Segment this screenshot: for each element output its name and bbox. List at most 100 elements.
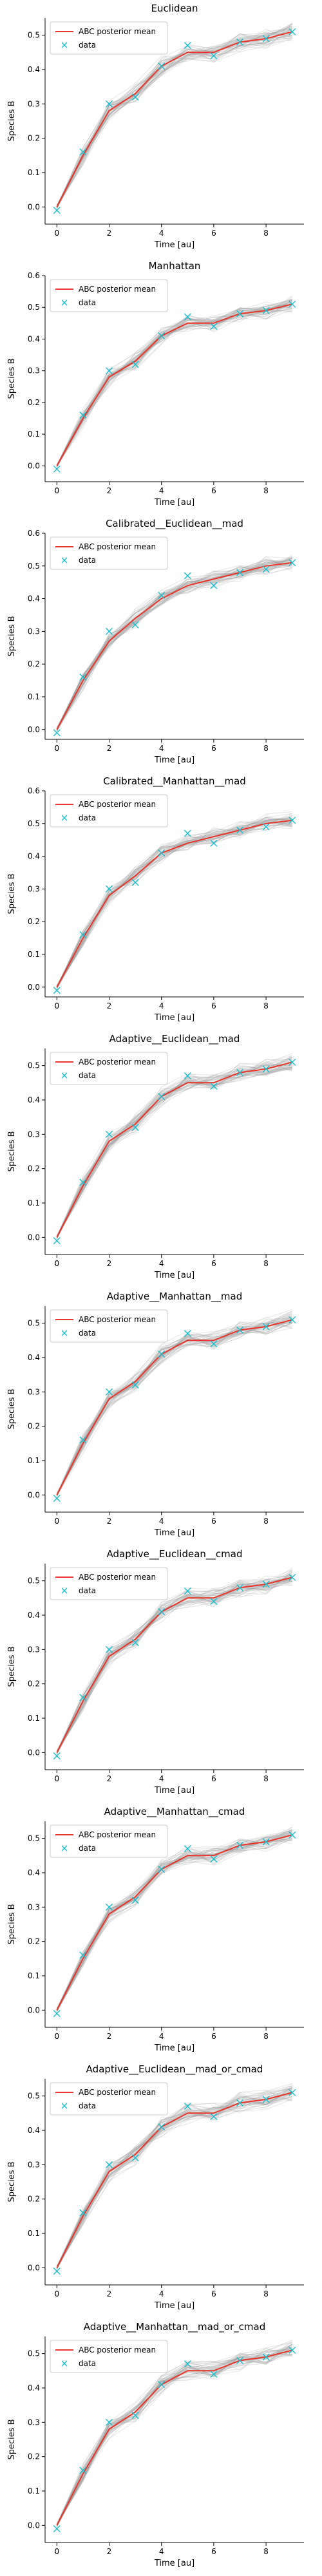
data-point-marker — [289, 2088, 296, 2096]
posterior-sample-trajectory — [56, 2089, 292, 2269]
posterior-sample-trajectory — [56, 1833, 292, 2009]
data-point-marker — [158, 849, 166, 857]
y-tick-label: 0.0 — [28, 1233, 40, 1242]
legend-label-mean: ABC posterior mean — [79, 542, 156, 551]
data-point-marker — [79, 1436, 87, 1444]
y-tick-label: 0.5 — [28, 2092, 40, 2101]
posterior-sample-trajectory — [56, 1832, 292, 2009]
data-point-marker — [262, 1838, 270, 1846]
data-point-marker — [289, 1573, 296, 1581]
posterior-sample-trajectory — [56, 36, 292, 207]
data-point-marker — [53, 2268, 61, 2275]
x-tick-label: 2 — [107, 1517, 112, 1526]
y-tick-label: 0.0 — [28, 202, 40, 211]
legend-label-mean: ABC posterior mean — [79, 2088, 156, 2097]
posterior-sample-trajectory — [56, 1828, 292, 2010]
x-tick-label: 6 — [211, 744, 216, 753]
posterior-sample-trajectory — [56, 29, 292, 207]
data-point-marker — [131, 2412, 139, 2420]
x-tick-label: 6 — [211, 1774, 216, 1783]
posterior-sample-trajectory — [56, 35, 292, 207]
legend-label-data: data — [79, 1844, 96, 1853]
posterior-sample-trajectory — [56, 31, 292, 207]
y-axis-label: Species B — [7, 2419, 17, 2459]
posterior-sample-trajectory — [56, 2353, 292, 2524]
posterior-sample-trajectory — [56, 1315, 292, 1495]
data-point-marker — [289, 817, 296, 824]
chart-legend: ABC posterior mean data — [50, 21, 168, 55]
y-tick-label: 0.2 — [28, 917, 40, 926]
posterior-sample-trajectory — [56, 559, 292, 730]
x-tick-label: 2 — [107, 1259, 112, 1268]
data-point-marker — [131, 1639, 139, 1647]
data-point-marker — [184, 1072, 191, 1080]
posterior-sample-trajectory — [56, 1060, 292, 1236]
x-tick-label: 8 — [263, 1517, 269, 1526]
posterior-sample-trajectory — [56, 1827, 292, 2010]
y-tick-label: 0.3 — [28, 1387, 40, 1396]
posterior-sample-trajectory — [56, 31, 292, 206]
data-point-marker — [210, 2371, 218, 2378]
posterior-sample-trajectory — [56, 1060, 292, 1237]
y-tick-label: 0.3 — [28, 2160, 40, 2169]
data-point-marker — [53, 2010, 61, 2018]
posterior-sample-trajectory — [56, 1832, 292, 2012]
y-tick-label: 0.5 — [28, 562, 40, 571]
posterior-sample-trajectory — [56, 1327, 292, 1495]
y-tick-label: 0.2 — [28, 134, 40, 143]
posterior-sample-trajectory — [56, 1835, 292, 2011]
legend-label-mean: ABC posterior mean — [79, 1315, 156, 1324]
posterior-sample-trajectory — [56, 307, 292, 468]
data-point-marker — [53, 2525, 61, 2533]
y-tick-label: 0.0 — [28, 983, 40, 992]
posterior-sample-trajectory — [56, 2349, 292, 2525]
y-tick-label: 0.1 — [28, 1456, 40, 1465]
posterior-sample-trajectory — [56, 556, 292, 732]
data-point-marker — [131, 1124, 139, 1132]
posterior-sample-trajectory — [56, 1318, 292, 1497]
data-point-marker — [131, 1897, 139, 1904]
posterior-sample-trajectory — [56, 815, 292, 987]
y-tick-label: 0.1 — [28, 1714, 40, 1723]
data-point-marker — [158, 2381, 166, 2389]
x-tick-label: 8 — [263, 1001, 269, 1010]
data-point-marker — [210, 582, 218, 589]
y-tick-label: 0.4 — [28, 1095, 40, 1104]
data-point-marker — [184, 572, 191, 580]
data-point-marker — [262, 2353, 270, 2361]
posterior-sample-trajectory — [56, 560, 292, 728]
data-point-marker — [105, 1130, 113, 1138]
x-tick-label: 2 — [107, 2289, 112, 2298]
legend-marker-swatch — [61, 1587, 68, 1594]
y-axis-label: Species B — [7, 1388, 17, 1429]
chart-panel: Adaptive__Euclidean__mad_or_cmad 0 2 4 6 8 0.0… — [7, 2063, 304, 2311]
posterior-sample-trajectory — [56, 2349, 292, 2526]
chart-panel: Manhattan 0 2 4 6 8 0.0 0.1 0.2 0.3 0.4 0.5 0.6 Time … — [7, 260, 304, 507]
posterior-sample-trajectory — [56, 557, 292, 730]
posterior-sample-trajectory — [56, 36, 292, 208]
posterior-sample-trajectory — [56, 1323, 292, 1495]
posterior-sample-trajectory — [56, 1055, 292, 1236]
y-axis-label: Species B — [7, 1904, 17, 1944]
legend-label-mean: ABC posterior mean — [79, 2345, 156, 2354]
posterior-sample-trajectory — [56, 299, 292, 467]
y-tick-label: 0.0 — [28, 2005, 40, 2014]
data-point-marker — [236, 569, 244, 576]
chart-legend: ABC posterior mean data — [50, 1824, 168, 1858]
y-axis-label: Species B — [7, 2161, 17, 2202]
y-tick-label: 0.2 — [28, 659, 40, 668]
data-point-marker — [105, 1645, 113, 1653]
data-point-marker — [79, 673, 87, 681]
posterior-sample-trajectory — [56, 1832, 292, 2009]
posterior-sample-trajectory — [56, 2340, 292, 2525]
posterior-sample-trajectory — [56, 561, 292, 730]
posterior-sample-trajectory — [56, 25, 292, 209]
data-point-marker — [262, 307, 270, 314]
posterior-sample-trajectory — [56, 1584, 292, 1752]
legend-label-data: data — [79, 1071, 96, 1080]
posterior-sample-trajectory — [56, 2096, 292, 2268]
chart-title: Adaptive__Euclidean__mad_or_cmad — [86, 2063, 263, 2076]
posterior-sample-trajectory — [56, 2344, 292, 2526]
posterior-sample-trajectory — [56, 2087, 292, 2268]
y-tick-label: 0.4 — [28, 1611, 40, 1620]
